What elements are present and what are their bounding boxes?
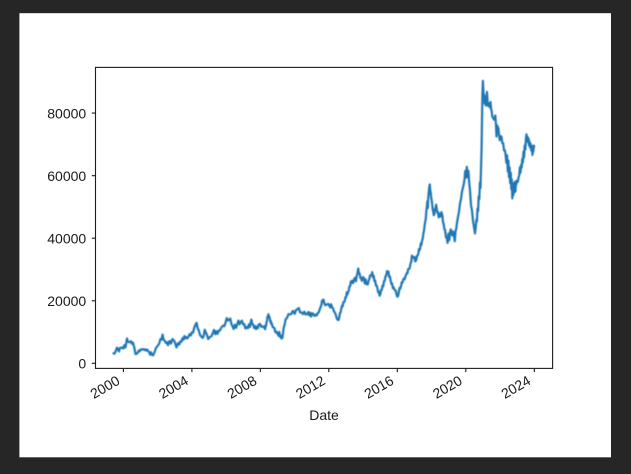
svg-text:0: 0 xyxy=(78,356,86,372)
svg-text:80000: 80000 xyxy=(47,105,86,121)
svg-text:20000: 20000 xyxy=(47,293,86,309)
svg-text:40000: 40000 xyxy=(47,230,86,246)
svg-text:Date: Date xyxy=(309,407,339,423)
svg-text:60000: 60000 xyxy=(47,168,86,184)
